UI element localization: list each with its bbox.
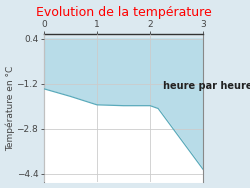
Title: Evolution de la température: Evolution de la température	[36, 6, 212, 19]
Y-axis label: Température en °C: Température en °C	[6, 66, 15, 151]
Text: heure par heure: heure par heure	[164, 81, 250, 92]
